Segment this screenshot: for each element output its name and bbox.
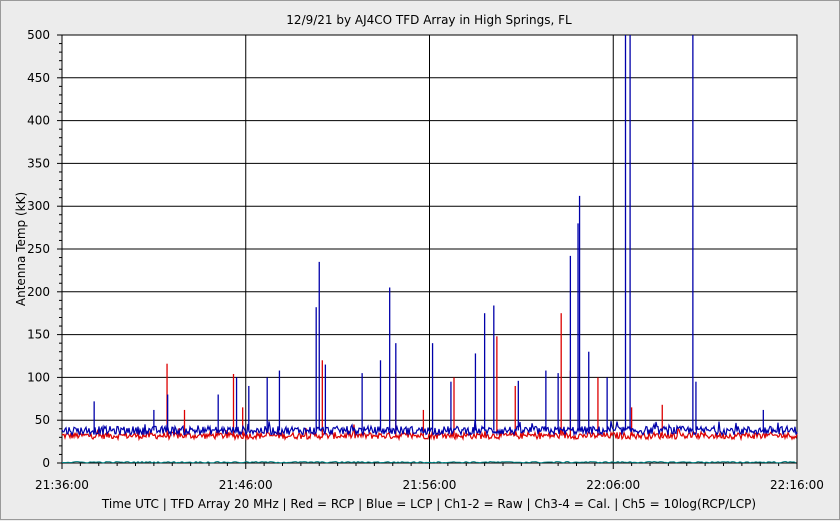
chart-title: 12/9/21 by AJ4CO TFD Array in High Sprin… xyxy=(286,13,572,27)
y-tick-label: 300 xyxy=(27,199,50,213)
y-axis-ticks: 0 50 100 150 200 250 300 350 400 450 500 xyxy=(27,28,62,470)
y-tick-label: 450 xyxy=(27,71,50,85)
ch5-series xyxy=(62,460,797,464)
lcp-series xyxy=(61,419,798,437)
y-tick-label: 350 xyxy=(27,156,50,170)
y-tick-label: 250 xyxy=(27,242,50,256)
y-tick-label: 100 xyxy=(27,370,50,384)
y-tick-label: 400 xyxy=(27,114,50,128)
x-tick-label: 21:46:00 xyxy=(219,478,273,492)
y-tick-label: 500 xyxy=(27,28,50,42)
x-axis-ticks: 21:36:00 21:46:00 21:56:00 22:06:00 22:16:00 xyxy=(35,463,824,492)
y-tick-label: 50 xyxy=(35,413,50,427)
y-tick-label: 0 xyxy=(42,456,50,470)
y-axis-label: Antenna Temp (kK) xyxy=(14,192,28,306)
x-tick-label: 22:16:00 xyxy=(770,478,824,492)
x-tick-label: 22:06:00 xyxy=(586,478,640,492)
x-axis-label: Time UTC | TFD Array 20 MHz | Red = RCP … xyxy=(101,497,756,511)
x-tick-label: 21:36:00 xyxy=(35,478,89,492)
x-tick-label: 21:56:00 xyxy=(403,478,457,492)
y-tick-label: 200 xyxy=(27,285,50,299)
y-tick-label: 150 xyxy=(27,328,50,342)
series-group xyxy=(61,35,798,464)
